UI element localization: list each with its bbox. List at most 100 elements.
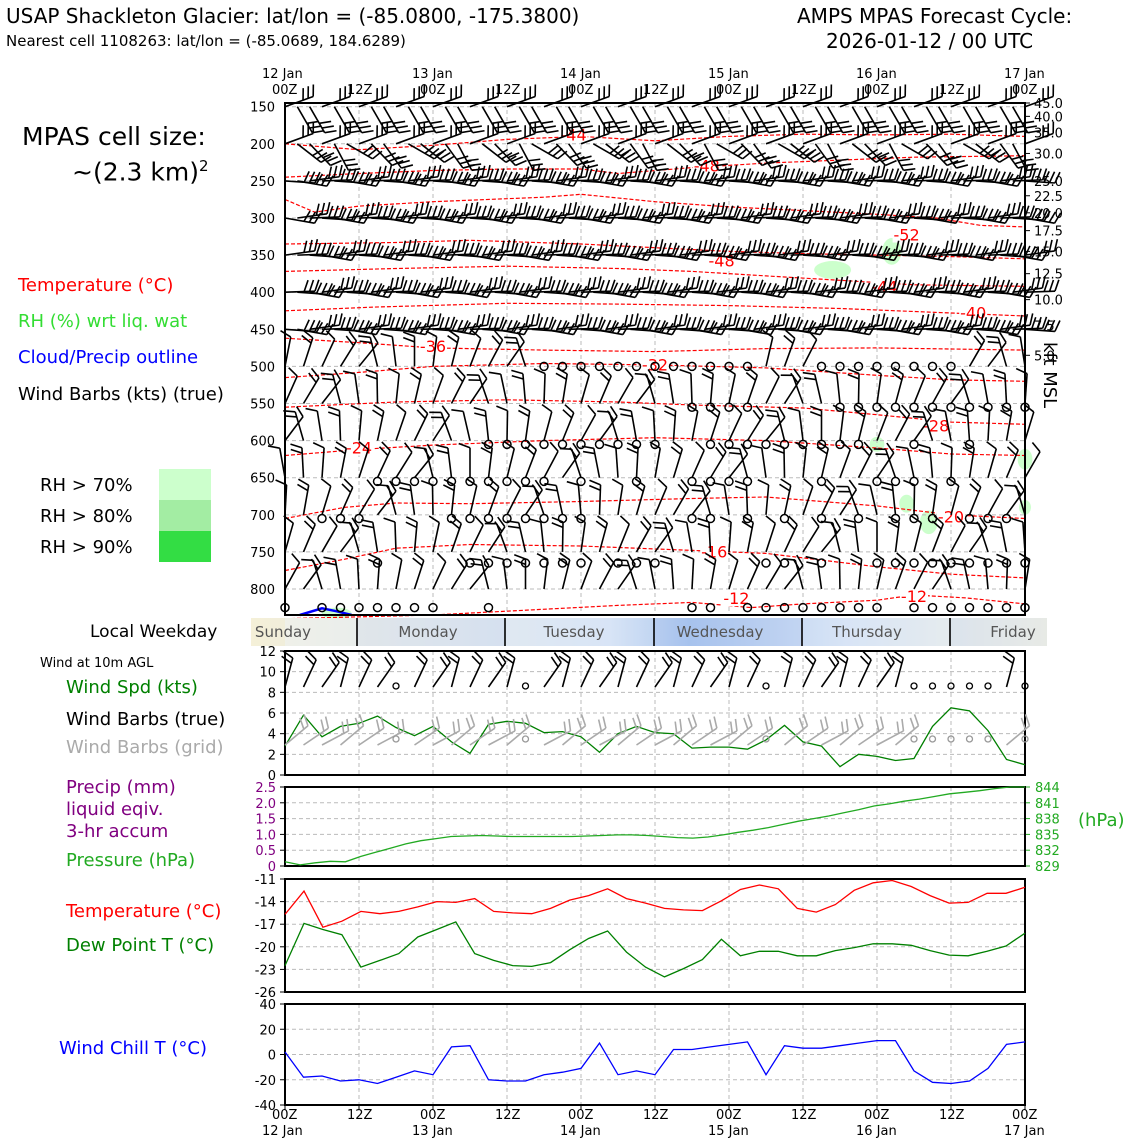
wind-barb-grid: [728, 714, 753, 746]
barb-staff: [987, 253, 1019, 256]
barb-feather: [771, 164, 784, 169]
barb-feather: [610, 320, 617, 332]
barb-feather: [765, 409, 778, 413]
barb-staff: [556, 175, 587, 182]
calm-circle: [946, 476, 956, 487]
barb-feather: [883, 208, 890, 220]
barb-feather: [592, 276, 597, 289]
barb-feather: [770, 283, 778, 295]
barb-staff: [654, 175, 685, 182]
barb-staff: [765, 416, 786, 442]
barb-staff: [482, 250, 513, 256]
barb-staff: [728, 180, 759, 184]
wind-barb: [704, 284, 741, 299]
wind-barb: [826, 106, 855, 134]
wind-barb: [447, 329, 460, 367]
isotherm-label-bg: [892, 226, 921, 243]
barb-staff: [672, 410, 677, 441]
barb-feather: [742, 515, 754, 524]
barb-feather: [523, 201, 528, 215]
barb-feather: [1043, 319, 1050, 331]
barb-feather: [456, 367, 466, 378]
barb-feather: [770, 201, 775, 215]
wind-barb: [802, 516, 820, 553]
barb-feather: [509, 129, 522, 134]
barb-feather: [784, 208, 791, 220]
barb-feather: [819, 201, 824, 215]
barb-feather: [759, 282, 767, 294]
barb-feather: [984, 147, 995, 157]
barb-feather: [401, 240, 407, 253]
barb-staff: [740, 106, 758, 134]
wind-barb-true: [635, 650, 650, 688]
barb-staff: [297, 213, 328, 219]
calm-circle-grid: [910, 735, 918, 743]
barb-feather: [938, 558, 947, 570]
y-tick-label: 1.5: [255, 813, 276, 828]
barb-staff: [395, 373, 400, 404]
barb-feather: [301, 334, 312, 344]
barb-staff: [802, 447, 807, 478]
wind-barb: [634, 372, 656, 404]
wind-barb: [670, 441, 684, 478]
barb-staff: [346, 143, 374, 160]
isotherm-label-bg: [870, 278, 899, 295]
barb-feather: [585, 286, 593, 298]
wind-barb: [566, 480, 582, 515]
barb-feather: [838, 248, 847, 260]
barb-feather: [560, 171, 568, 184]
barb-feather: [1004, 484, 1017, 487]
wind-barb: [630, 210, 667, 225]
barb-staff: [394, 521, 397, 552]
barb-feather: [801, 211, 810, 223]
barb-feather: [837, 650, 849, 659]
wind-barb: [679, 143, 712, 167]
wind-barb: [358, 284, 396, 299]
barb-feather: [752, 409, 762, 421]
barb-staff: [975, 217, 1006, 225]
wind-barb: [889, 201, 923, 219]
barb-staff: [617, 254, 648, 262]
wind-barb-grid: [543, 718, 572, 746]
barb-staff: [309, 291, 340, 299]
wind-barb: [559, 447, 582, 478]
isotherm-line: [284, 193, 1026, 228]
barb-feather: [796, 319, 804, 331]
wind-barb: [851, 143, 887, 163]
barb-staff: [555, 143, 578, 166]
barb-feather: [877, 152, 890, 159]
barb-feather: [562, 203, 567, 216]
barb-staff: [331, 374, 342, 404]
barb-feather: [846, 319, 853, 331]
barb-staff: [630, 250, 661, 256]
barb-feather: [656, 167, 669, 172]
barb-staff: [691, 490, 711, 516]
barb-staff: [540, 522, 545, 553]
barb-feather: [579, 155, 592, 161]
barb-staff: [777, 106, 795, 134]
calm-circle: [557, 513, 568, 524]
barb-feather: [967, 242, 974, 255]
barb-feather: [340, 277, 345, 290]
barb-feather: [1030, 247, 1039, 259]
barb-feather: [449, 208, 457, 221]
wind-barb: [339, 517, 360, 553]
barb-feather: [710, 282, 717, 294]
barb-staff: [654, 254, 685, 259]
barb-feather: [941, 553, 950, 565]
barb-feather: [844, 249, 852, 261]
wind-barb: [778, 210, 815, 225]
calm-circle: [872, 558, 882, 568]
wind-barb: [593, 282, 630, 296]
wind-barb: [420, 143, 455, 163]
barb-feather: [518, 322, 526, 334]
barb-feather: [324, 129, 337, 134]
barb-staff: [297, 328, 328, 336]
barb-feather: [412, 320, 420, 332]
barb-staff: [869, 485, 878, 516]
barb-feather: [363, 212, 371, 224]
barb-feather: [383, 517, 396, 523]
barb-feather: [830, 522, 838, 534]
barb-staff: [450, 484, 456, 515]
barb-feather: [639, 120, 652, 125]
